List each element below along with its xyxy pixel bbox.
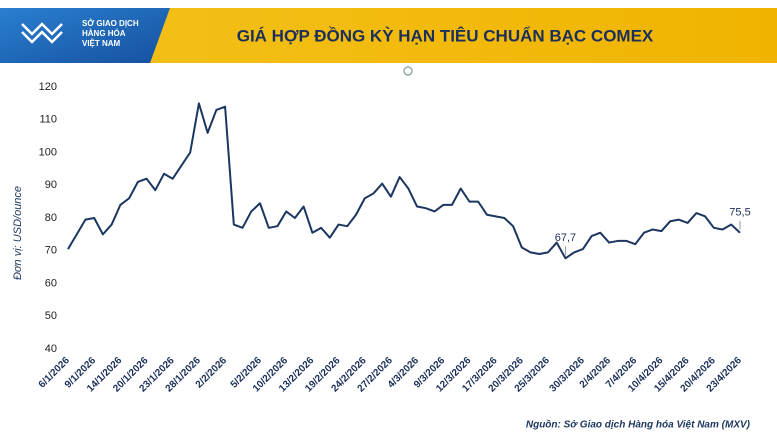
logo-panel bbox=[0, 8, 170, 63]
y-tick-label: 100 bbox=[39, 146, 57, 158]
y-tick-label: 50 bbox=[45, 310, 57, 322]
logo-icon bbox=[21, 22, 63, 44]
chart-title: GIÁ HỢP ĐỒNG KỲ HẠN TIÊU CHUẨN BẠC COMEX bbox=[237, 26, 654, 45]
value-label: 67,7 bbox=[555, 232, 576, 244]
y-tick-label: 90 bbox=[45, 179, 57, 191]
y-tick-label: 70 bbox=[45, 245, 57, 257]
y-tick-label: 80 bbox=[45, 212, 57, 224]
value-label: 75,5 bbox=[729, 207, 750, 219]
line-series bbox=[67, 102, 741, 260]
source-note: Nguồn: Sở Giao dịch Hàng hóa Việt Nam (M… bbox=[526, 419, 751, 431]
y-tick-label: 110 bbox=[39, 114, 57, 126]
logo-text: HÀNG HÓA bbox=[82, 29, 126, 38]
logo-text: SỞ GIAO DỊCH bbox=[82, 19, 139, 28]
decor-icon bbox=[403, 66, 413, 76]
y-tick-label: 60 bbox=[45, 277, 57, 289]
y-tick-label: 40 bbox=[45, 343, 57, 355]
y-tick-label: 120 bbox=[39, 81, 57, 93]
y-axis-label: Đơn vị: USD/ounce bbox=[12, 186, 24, 280]
logo-text: VIỆT NAM bbox=[82, 39, 121, 48]
x-tick-label: 30/3/2026 bbox=[548, 355, 588, 395]
